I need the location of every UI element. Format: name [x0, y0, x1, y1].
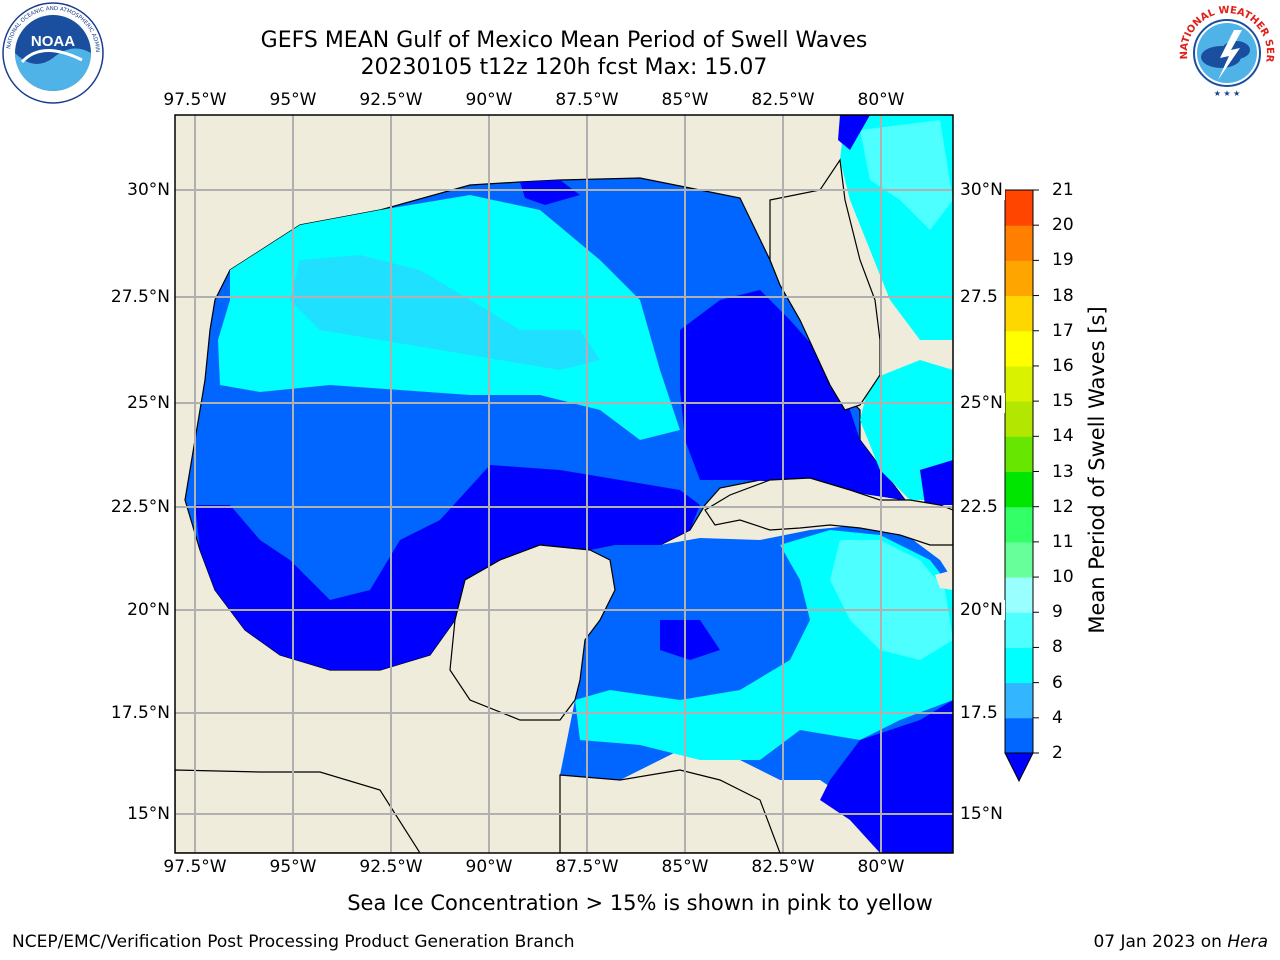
colorbar-band — [1005, 647, 1033, 684]
colorbar-band — [1005, 436, 1033, 472]
gulf-deep-north — [520, 180, 580, 205]
lat-tick-right: 25°N — [960, 393, 1005, 413]
gulf-deep-east — [680, 290, 905, 500]
lon-tick-top: 95°W — [269, 90, 317, 110]
lon-tick-bottom: 97.5°W — [163, 857, 227, 877]
atlantic-light — [860, 120, 953, 230]
map-frame — [174, 114, 954, 854]
footer-credit: NCEP/EMC/Verification Post Processing Pr… — [12, 932, 575, 952]
gulf-light-cyan — [290, 255, 600, 370]
colorbar-band — [1005, 506, 1033, 543]
lat-tick-left: 15°N — [127, 804, 170, 824]
colorbar-tick-label: 9 — [1052, 602, 1063, 623]
chart-title: GEFS MEAN Gulf of Mexico Mean Period of … — [260, 28, 868, 53]
lon-tick-bottom: 87.5°W — [555, 857, 619, 877]
sea-ice-note: Sea Ice Concentration > 15% is shown in … — [347, 891, 933, 915]
caribbean-deep-2 — [660, 620, 720, 660]
lon-tick-bottom: 90°W — [465, 857, 513, 877]
lon-tick-top: 97.5°W — [163, 90, 227, 110]
nws-logo: NATIONAL WEATHER SERVICE ★ ★ ★ — [1176, 2, 1277, 103]
colorbar-band — [1005, 541, 1033, 578]
lon-tick-top: 87.5°W — [555, 90, 619, 110]
central-america-land — [175, 769, 781, 853]
colorbar-band — [1005, 471, 1033, 508]
footer-date-text: 07 Jan 2023 on — [1093, 932, 1228, 952]
bahamas-deep — [920, 460, 953, 505]
colorbar-band — [1005, 717, 1033, 754]
caribbean-light — [830, 540, 953, 660]
lon-tick-bottom: 80°W — [857, 857, 905, 877]
colorbar-title: Mean Period of Swell Waves [s] — [1085, 306, 1109, 634]
colorbar-band — [1005, 260, 1033, 297]
footer-host: Hera — [1227, 932, 1268, 952]
colorbar-band — [1005, 225, 1033, 261]
colorbar-band — [1005, 401, 1033, 437]
lat-tick-left: 30°N — [127, 180, 170, 200]
colorbar-tick-label: 14 — [1052, 426, 1074, 447]
lon-tick-bottom: 95°W — [269, 857, 317, 877]
colorbar-tick-label: 15 — [1052, 391, 1074, 412]
lat-tick-right: 27.5 — [960, 287, 1000, 307]
atlantic-deep — [838, 115, 870, 150]
colorbar-band — [1005, 682, 1033, 719]
lon-tick-top: 82.5°W — [751, 90, 815, 110]
colorbar-band — [1005, 330, 1033, 367]
colorbar-tick-label: 19 — [1052, 250, 1074, 271]
colorbar-tick-label: 20 — [1052, 215, 1074, 236]
lon-tick-bottom: 82.5°W — [751, 857, 815, 877]
lat-tick-left: 27.5°N — [110, 287, 170, 307]
bahamas-area — [860, 360, 953, 500]
gulf-deep-south — [195, 465, 700, 670]
map-area — [175, 115, 953, 853]
yucatan-land — [449, 544, 616, 721]
colorbar-tick-label: 4 — [1052, 707, 1063, 728]
colorbar-tick-label: 2 — [1052, 743, 1063, 763]
footer-date: 07 Jan 2023 on Hera — [1093, 932, 1268, 952]
lon-tick-top: 92.5°W — [359, 90, 423, 110]
lat-tick-right: 22.5 — [960, 497, 1000, 517]
noaa-logo: NOAA NATIONAL OCEANIC AND ATMOSPHERIC AD… — [2, 2, 104, 104]
grid-lines — [175, 115, 953, 853]
colorbar-tick-label: 16 — [1052, 355, 1074, 376]
lat-tick-right: 17.5 — [960, 703, 1000, 723]
lat-tick-left: 17.5°N — [110, 703, 170, 723]
colorbar-band — [1005, 190, 1033, 226]
lon-tick-top: 90°W — [465, 90, 513, 110]
colorbar-tick-label: 11 — [1052, 531, 1074, 552]
colorbar-tick-label: 12 — [1052, 496, 1074, 517]
colorbar-tick-label: 17 — [1052, 320, 1074, 341]
colorbar-tick-label: 8 — [1052, 637, 1063, 658]
colorbar-tick-label: 6 — [1052, 672, 1063, 693]
svg-text:★ ★ ★: ★ ★ ★ — [1214, 89, 1241, 98]
lat-tick-right: 20°N — [960, 600, 1005, 620]
colorbar-tick-label: 13 — [1052, 461, 1074, 482]
colorbar-band — [1005, 577, 1033, 613]
lon-tick-top: 80°W — [857, 90, 905, 110]
cuba-land — [704, 477, 953, 546]
colorbar-extend-triangle — [1004, 752, 1034, 783]
lon-tick-top: 85°W — [661, 90, 709, 110]
hispaniola-land — [935, 570, 953, 590]
colorbar-band — [1005, 295, 1033, 332]
colorbar-tick-label: 10 — [1052, 567, 1074, 588]
chart-subtitle: 20230105 t12z 120h fcst Max: 15.07 — [360, 55, 768, 80]
colorbar-tick-label: 21 — [1052, 180, 1074, 200]
colorbar-band — [1005, 365, 1033, 402]
lat-tick-right: 15°N — [960, 804, 1005, 824]
lat-tick-left: 22.5°N — [110, 497, 170, 517]
lon-tick-bottom: 92.5°W — [359, 857, 423, 877]
colorbar-tick-label: 18 — [1052, 285, 1074, 306]
lat-tick-left: 20°N — [127, 600, 170, 620]
lat-tick-right: 30°N — [960, 180, 1005, 200]
lon-tick-bottom: 85°W — [661, 857, 709, 877]
noaa-logo-text: NOAA — [31, 33, 75, 50]
colorbar — [1004, 189, 1039, 783]
lat-tick-left: 25°N — [127, 393, 170, 413]
colorbar-band — [1005, 612, 1033, 648]
